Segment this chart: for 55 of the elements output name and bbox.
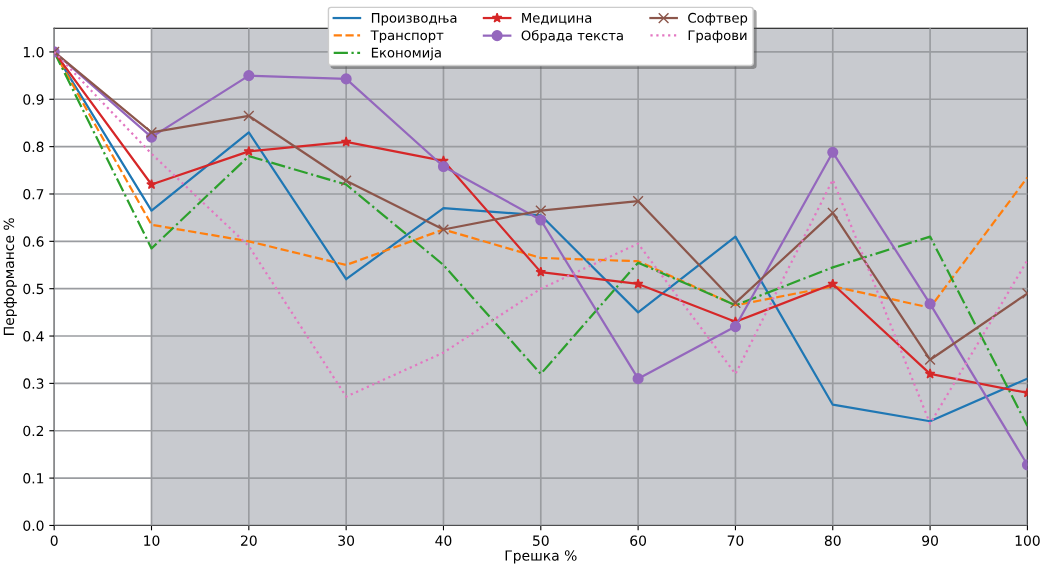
point — [243, 70, 255, 82]
x-tick-label: 100 — [1015, 535, 1040, 546]
point — [535, 214, 547, 226]
legend-label: Медицина — [522, 13, 592, 25]
legend-label: Економија — [371, 47, 441, 61]
point — [924, 298, 936, 310]
x-tick-label: 40 — [435, 535, 452, 546]
x-tick-label: 60 — [630, 535, 647, 546]
y-tick-label: 0.5 — [23, 283, 44, 295]
y-tick-label: 0.9 — [23, 94, 44, 105]
y-tick-label: 0.7 — [23, 188, 44, 200]
point — [340, 73, 352, 85]
x-tick-label: 10 — [144, 535, 160, 546]
x-tick-label: 70 — [727, 535, 744, 546]
point — [632, 278, 644, 289]
point — [145, 126, 158, 138]
point — [146, 178, 157, 190]
point — [729, 297, 741, 309]
x-tick-label: 50 — [533, 535, 549, 546]
x-axis-title: Грешка % — [505, 550, 577, 564]
y-tick-label: 1.0 — [23, 46, 44, 58]
y-tick-label: 0.0 — [23, 520, 44, 531]
legend-label: Графови — [688, 30, 747, 43]
legend-label: Софтвер — [688, 12, 748, 26]
point — [632, 195, 644, 207]
legend-label: Транспорт — [370, 30, 444, 43]
y-tick-label: 0.1 — [23, 473, 44, 484]
y-tick-label: 0.6 — [23, 236, 44, 247]
point — [535, 205, 547, 217]
point — [340, 136, 352, 147]
point — [729, 321, 741, 333]
point — [827, 207, 839, 219]
y-tick-label: 0.2 — [23, 425, 44, 437]
point — [535, 266, 547, 277]
x-tick-label: 30 — [338, 535, 355, 546]
point — [827, 278, 839, 289]
point — [924, 368, 936, 379]
point — [243, 145, 255, 156]
point — [827, 146, 839, 158]
legend-label: Обрада текста — [521, 30, 623, 44]
point — [340, 175, 352, 187]
x-tick-label: 90 — [922, 535, 938, 546]
x-tick-label: 80 — [824, 535, 841, 546]
x-tick-label: 20 — [241, 535, 257, 546]
legend-label: Производња — [371, 13, 457, 26]
point — [632, 373, 644, 385]
x-tick-label: 0 — [50, 535, 58, 546]
point — [243, 110, 255, 122]
y-tick-label: 0.4 — [23, 331, 44, 342]
point — [437, 160, 450, 173]
y-tick-label: 0.8 — [23, 141, 44, 153]
point — [437, 223, 450, 236]
y-tick-label: 0.3 — [23, 378, 44, 389]
point — [924, 354, 936, 366]
y-axis-title: Перформансе % — [3, 218, 17, 335]
